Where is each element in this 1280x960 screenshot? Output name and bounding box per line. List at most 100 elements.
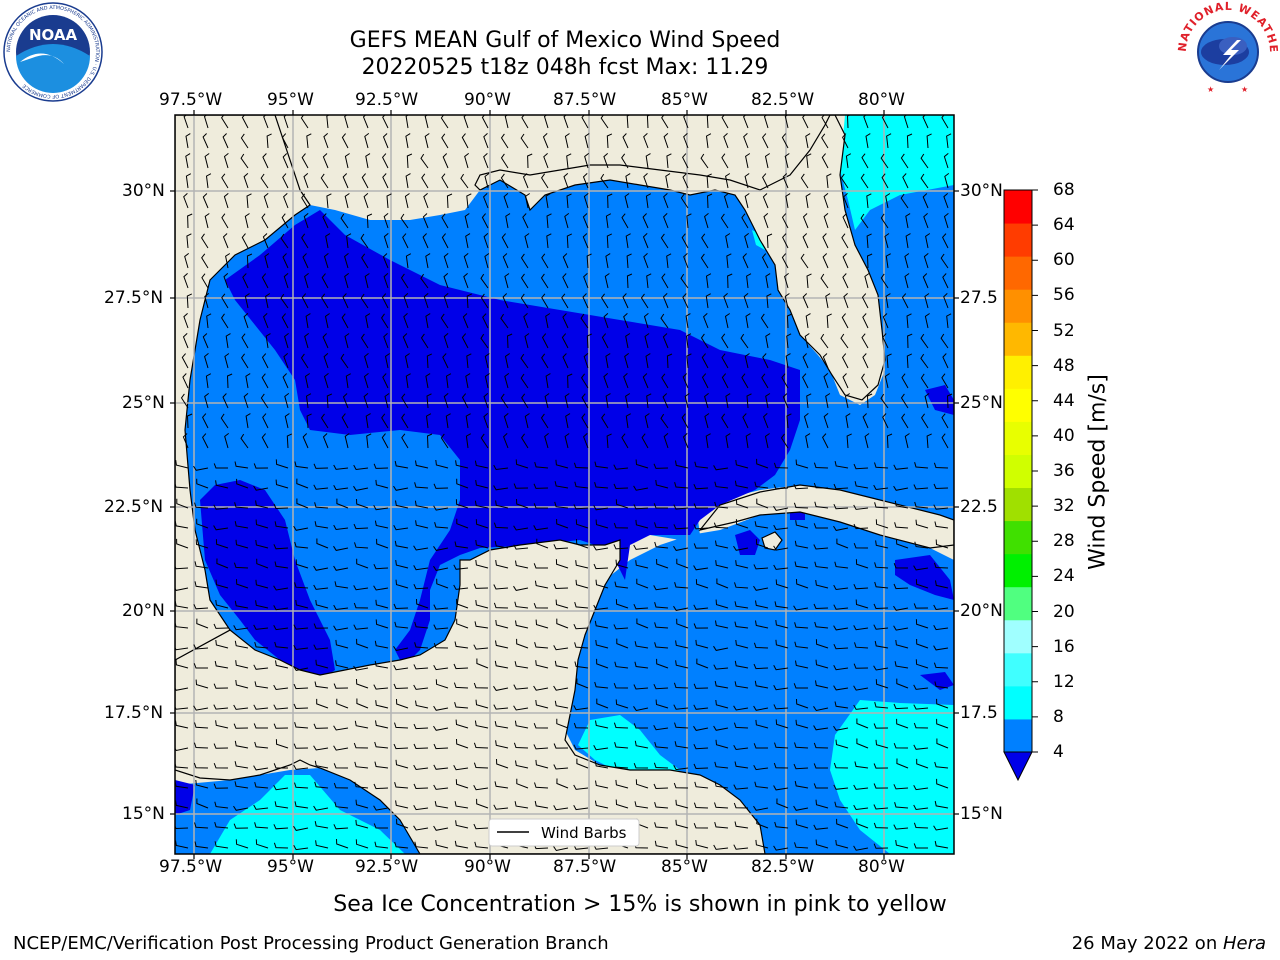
wind-barb [533, 744, 549, 750]
lat-label-left-1: 27.5°N [104, 288, 164, 308]
lat-label-left-4: 20°N [122, 601, 165, 621]
colorbar-segment [1004, 619, 1032, 654]
wind-barb [725, 433, 731, 449]
wind-barb [335, 660, 349, 669]
wind-barb [626, 115, 631, 129]
wind-barb [681, 233, 689, 249]
wind-barb [273, 842, 289, 849]
wind-barb [915, 519, 929, 529]
wind-barb [873, 484, 889, 491]
wind-barb [234, 781, 249, 789]
chart-subtitle: 20220525 t18z 048h fcst Max: 11.29 [361, 55, 769, 80]
wind-barb [462, 313, 469, 329]
wind-barb [334, 801, 349, 809]
wind-barb [202, 193, 209, 209]
wind-barb [374, 761, 389, 769]
wind-barb [366, 433, 372, 449]
wind-barb [833, 604, 849, 610]
wind-barb [506, 333, 513, 349]
wind-barb [600, 173, 609, 189]
wind-barb [654, 642, 669, 649]
wind-barb [321, 273, 329, 289]
wind-barb [781, 133, 789, 149]
wind-barb [625, 173, 631, 189]
wind-barb [360, 293, 369, 309]
wind-barb [613, 522, 629, 529]
wind-barb [373, 783, 389, 790]
wind-barb [654, 522, 669, 529]
wind-barb [334, 581, 349, 589]
wind-barb [854, 761, 869, 769]
wind-barb [213, 704, 229, 710]
wind-barb [922, 193, 929, 209]
wind-barb [706, 115, 711, 129]
wind-barb [841, 353, 849, 369]
wind-barb [595, 639, 609, 649]
wind-barb [395, 500, 409, 509]
wind-barb [316, 698, 329, 709]
wind-barb [853, 704, 869, 710]
wind-barb [446, 193, 453, 209]
colorbar-tick-label: 60 [1053, 250, 1075, 271]
breezy-region-east-caribbean [830, 700, 954, 854]
wind-barb [323, 373, 329, 389]
wind-barb [395, 759, 409, 769]
wind-barb [216, 558, 229, 569]
wind-barb [894, 522, 909, 529]
wind-barb [662, 293, 669, 309]
wind-barb [323, 253, 329, 269]
wind-barb [222, 133, 229, 149]
wind-barb [435, 840, 449, 849]
wind-barb [663, 213, 669, 229]
wind-barb [762, 193, 769, 209]
wind-barb [856, 818, 869, 829]
wind-barb [923, 253, 929, 269]
wind-barb [175, 659, 189, 669]
lon-label-bottom-1: 95°W [267, 857, 314, 877]
wind-barb [720, 213, 729, 229]
wind-barb [666, 153, 672, 169]
wind-barb [175, 720, 189, 729]
wind-barb [265, 293, 271, 309]
wind-barb [614, 762, 629, 769]
wind-barb [642, 213, 649, 229]
wind-barb [893, 824, 909, 830]
wind-barb [823, 373, 829, 389]
wind-barb [845, 153, 852, 169]
wind-barb [493, 602, 509, 609]
wind-barb [582, 293, 589, 309]
wind-barb [735, 560, 749, 569]
wind-barb [793, 683, 808, 689]
wind-barb [660, 233, 669, 249]
wind-barb [662, 333, 669, 349]
wind-barb [643, 313, 649, 329]
wind-barb [675, 460, 689, 469]
wind-barb [613, 683, 629, 689]
wind-barb [281, 133, 289, 149]
wind-barb [556, 718, 569, 729]
wind-barb [473, 823, 489, 830]
wind-barb [441, 213, 449, 229]
wind-barb [693, 604, 709, 610]
wind-barb [721, 153, 729, 169]
wind-barb [233, 704, 249, 710]
wind-barb [280, 293, 289, 309]
wind-barb [793, 502, 809, 509]
wind-barb [576, 678, 589, 689]
wind-barb [880, 393, 889, 409]
wind-barb [433, 725, 449, 731]
wind-barb [933, 825, 949, 831]
wind-barb [253, 765, 269, 771]
wind-barb [614, 742, 629, 749]
wind-barb [182, 433, 189, 449]
colorbar-label: Wind Speed [m/s] [1085, 374, 1111, 570]
wind-barb [613, 464, 629, 470]
wind-barb [255, 519, 269, 529]
wind-barb [186, 293, 193, 309]
wind-barb [833, 483, 849, 490]
wind-barb [861, 333, 869, 349]
wind-barb [613, 483, 629, 490]
wind-barb [834, 701, 849, 709]
wind-barb [734, 761, 749, 769]
